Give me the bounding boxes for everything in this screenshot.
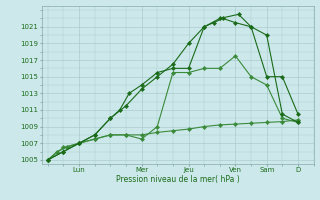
- X-axis label: Pression niveau de la mer( hPa ): Pression niveau de la mer( hPa ): [116, 175, 239, 184]
